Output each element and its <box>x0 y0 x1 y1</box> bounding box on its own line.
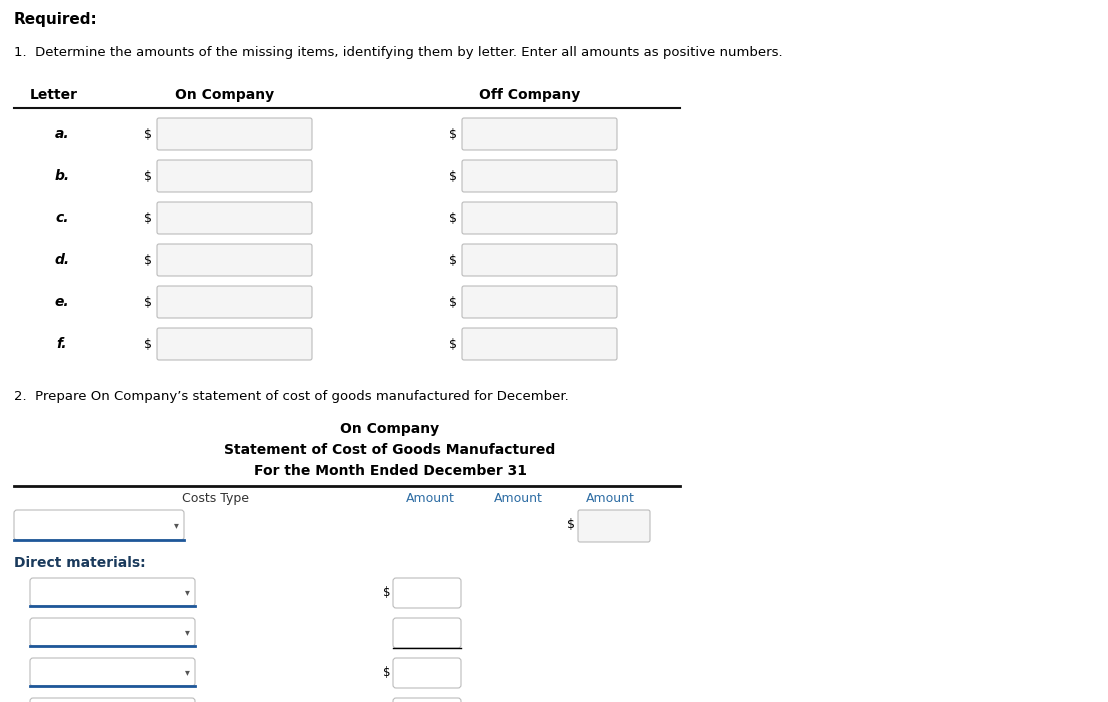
Text: $: $ <box>449 211 456 225</box>
FancyBboxPatch shape <box>30 618 195 646</box>
FancyBboxPatch shape <box>157 244 312 276</box>
Text: $: $ <box>144 296 152 308</box>
FancyBboxPatch shape <box>578 510 650 542</box>
Text: $: $ <box>144 128 152 140</box>
FancyBboxPatch shape <box>393 578 461 608</box>
FancyBboxPatch shape <box>462 244 617 276</box>
FancyBboxPatch shape <box>157 328 312 360</box>
FancyBboxPatch shape <box>157 286 312 318</box>
Text: $: $ <box>449 128 456 140</box>
Text: Required:: Required: <box>14 12 98 27</box>
Text: 2.  Prepare On Company’s statement of cost of goods manufactured for December.: 2. Prepare On Company’s statement of cos… <box>14 390 568 403</box>
Text: Amount: Amount <box>493 492 543 505</box>
Text: 1.  Determine the amounts of the missing items, identifying them by letter. Ente: 1. Determine the amounts of the missing … <box>14 46 782 59</box>
FancyBboxPatch shape <box>30 698 195 702</box>
Text: $: $ <box>449 253 456 267</box>
FancyBboxPatch shape <box>462 286 617 318</box>
FancyBboxPatch shape <box>30 658 195 686</box>
Text: c.: c. <box>55 211 69 225</box>
Text: $: $ <box>144 338 152 350</box>
Text: ▾: ▾ <box>185 627 189 637</box>
Text: e.: e. <box>54 295 70 309</box>
Text: On Company: On Company <box>340 422 440 436</box>
Text: ▾: ▾ <box>185 587 189 597</box>
FancyBboxPatch shape <box>14 510 184 540</box>
FancyBboxPatch shape <box>157 160 312 192</box>
Text: For the Month Ended December 31: For the Month Ended December 31 <box>254 464 526 478</box>
FancyBboxPatch shape <box>157 118 312 150</box>
Text: b.: b. <box>54 169 70 183</box>
Text: On Company: On Company <box>175 88 275 102</box>
Text: Direct materials:: Direct materials: <box>14 556 145 570</box>
FancyBboxPatch shape <box>462 118 617 150</box>
Text: $: $ <box>383 665 391 679</box>
Text: $: $ <box>449 338 456 350</box>
Text: Amount: Amount <box>585 492 635 505</box>
FancyBboxPatch shape <box>157 202 312 234</box>
Text: ▾: ▾ <box>174 520 178 530</box>
Text: d.: d. <box>54 253 70 267</box>
Text: $: $ <box>144 169 152 183</box>
FancyBboxPatch shape <box>30 578 195 606</box>
FancyBboxPatch shape <box>393 618 461 648</box>
Text: $: $ <box>383 585 391 599</box>
FancyBboxPatch shape <box>393 698 461 702</box>
Text: Letter: Letter <box>30 88 78 102</box>
Text: Off Company: Off Company <box>480 88 581 102</box>
FancyBboxPatch shape <box>393 658 461 688</box>
FancyBboxPatch shape <box>462 160 617 192</box>
Text: f.: f. <box>57 337 68 351</box>
Text: $: $ <box>144 253 152 267</box>
Text: Statement of Cost of Goods Manufactured: Statement of Cost of Goods Manufactured <box>225 443 555 457</box>
Text: a.: a. <box>54 127 70 141</box>
FancyBboxPatch shape <box>462 328 617 360</box>
Text: $: $ <box>144 211 152 225</box>
Text: ▾: ▾ <box>185 667 189 677</box>
Text: $: $ <box>449 169 456 183</box>
Text: $: $ <box>449 296 456 308</box>
Text: Amount: Amount <box>406 492 454 505</box>
FancyBboxPatch shape <box>462 202 617 234</box>
Text: $: $ <box>567 519 575 531</box>
Text: Costs Type: Costs Type <box>182 492 248 505</box>
